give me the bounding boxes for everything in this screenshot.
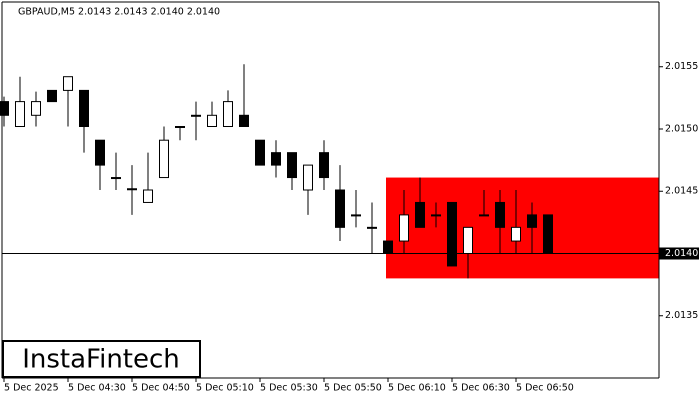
- x-tick-label: 5 Dec 06:50: [516, 383, 574, 394]
- candle-body: [47, 89, 57, 103]
- x-tick-label: 5 Dec 05:10: [196, 383, 254, 394]
- candle-body: [431, 214, 441, 217]
- candle-body: [383, 240, 393, 254]
- candle-body: [511, 226, 521, 242]
- candle-body: [111, 177, 121, 180]
- chart-title: GBPAUD,M5 2.0143 2.0143 2.0140 2.0140: [18, 7, 220, 18]
- x-tick-label: 5 Dec 2025: [4, 383, 59, 394]
- candle-body: [463, 226, 473, 254]
- last-price-box: [659, 247, 699, 260]
- y-tick-label: 2.0145: [665, 186, 698, 197]
- candle-body: [399, 214, 409, 242]
- x-tick-label: 5 Dec 04:30: [68, 383, 126, 394]
- candle-body: [303, 164, 313, 191]
- candle-body: [191, 114, 201, 117]
- candle-body: [495, 201, 505, 228]
- y-tick-label: 2.0155: [665, 61, 698, 72]
- watermark: InstaFintech: [22, 345, 180, 375]
- last-price-label: 2.0140: [665, 248, 698, 259]
- candle-body: [31, 101, 41, 116]
- main-layer: 2.0135 2.0140 2.0145 2.0150 2.0155 5 Dec 2025…: [0, 61, 699, 394]
- candle-body: [79, 89, 89, 128]
- candle-body: [0, 101, 9, 116]
- candle-body: [543, 214, 553, 254]
- x-tick-label: 5 Dec 05:30: [260, 383, 318, 394]
- pattern-zone: [386, 177, 659, 279]
- watermark-box: [2, 340, 201, 378]
- x-tick-label: 5 Dec 05:50: [324, 383, 382, 394]
- candle-body: [95, 139, 105, 166]
- candle-body: [255, 139, 265, 166]
- candle-body: [159, 139, 169, 179]
- x-tick-label: 5 Dec 06:30: [452, 383, 510, 394]
- zone-layer: [386, 177, 659, 279]
- x-tick-label: 5 Dec 04:50: [132, 383, 190, 394]
- candle-body: [223, 101, 233, 128]
- candle-body: [127, 188, 137, 191]
- candle-body: [287, 152, 297, 179]
- candle-body: [447, 201, 457, 267]
- candle-body: [271, 152, 281, 166]
- candle-body: [207, 114, 217, 128]
- candle-body: [63, 76, 73, 91]
- candle-body: [15, 101, 25, 128]
- candle-body: [239, 114, 249, 128]
- x-tick-label: 5 Dec 06:10: [388, 383, 446, 394]
- candle-body: [175, 126, 185, 129]
- y-tick-label: 2.0135: [665, 310, 698, 321]
- candle-body: [415, 201, 425, 228]
- candle-body: [351, 214, 361, 217]
- candle-body: [367, 226, 377, 229]
- candle-body: [479, 214, 489, 217]
- candle-body: [527, 214, 537, 228]
- candle-body: [319, 152, 329, 179]
- candle-body: [335, 189, 345, 228]
- y-tick-label: 2.0150: [665, 123, 698, 134]
- candle-body: [143, 189, 153, 203]
